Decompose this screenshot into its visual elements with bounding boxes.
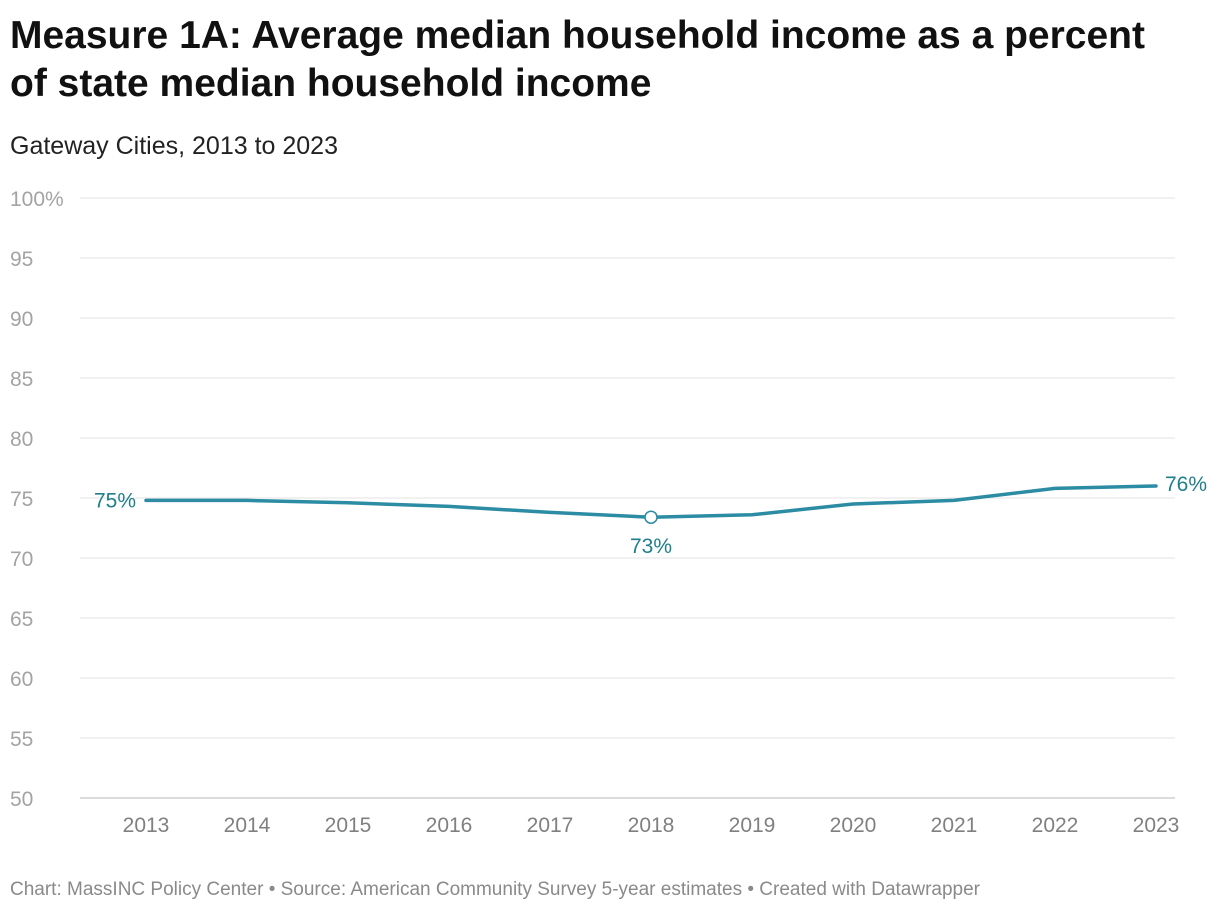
x-tick-label: 2023 [1133, 814, 1180, 837]
y-tick-label: 50 [10, 788, 33, 811]
x-tick-label: 2017 [527, 814, 574, 837]
created-with-link[interactable]: Created with Datawrapper [759, 879, 981, 900]
data-point-marker [644, 510, 658, 524]
y-tick-label: 70 [10, 548, 33, 571]
y-tick-label: 65 [10, 608, 33, 631]
y-tick-label: 85 [10, 368, 33, 391]
x-tick-label: 2016 [426, 814, 473, 837]
chart-credit: Chart: MassINC Policy Center [10, 879, 264, 900]
data-label: 73% [630, 535, 672, 558]
footer-separator: • [747, 879, 755, 900]
x-tick-label: 2020 [830, 814, 877, 837]
x-tick-label: 2013 [123, 814, 170, 837]
y-tick-label: 55 [10, 728, 33, 751]
y-tick-label: 60 [10, 668, 33, 691]
x-tick-label: 2021 [931, 814, 978, 837]
y-tick-label: 75 [10, 488, 33, 511]
chart-title: Measure 1A: Average median household inc… [10, 14, 1145, 105]
chart-footer: Chart: MassINC Policy Center • Source: A… [10, 877, 980, 903]
y-tick-label: 95 [10, 248, 33, 271]
x-tick-label: 2022 [1032, 814, 1079, 837]
x-tick-label: 2019 [729, 814, 776, 837]
x-tick-label: 2015 [325, 814, 372, 837]
data-label: 75% [94, 489, 136, 512]
source-note: Source: American Community Survey 5-year… [280, 879, 743, 900]
y-tick-label: 90 [10, 308, 33, 331]
y-tick-label: 80 [10, 428, 33, 451]
x-tick-label: 2018 [628, 814, 675, 837]
data-label: 76% [1165, 473, 1207, 496]
footer-separator: • [268, 879, 276, 900]
chart-subtitle: Gateway Cities, 2013 to 2023 [10, 132, 338, 160]
y-tick-label: 100% [10, 188, 64, 211]
x-tick-label: 2014 [224, 814, 271, 837]
